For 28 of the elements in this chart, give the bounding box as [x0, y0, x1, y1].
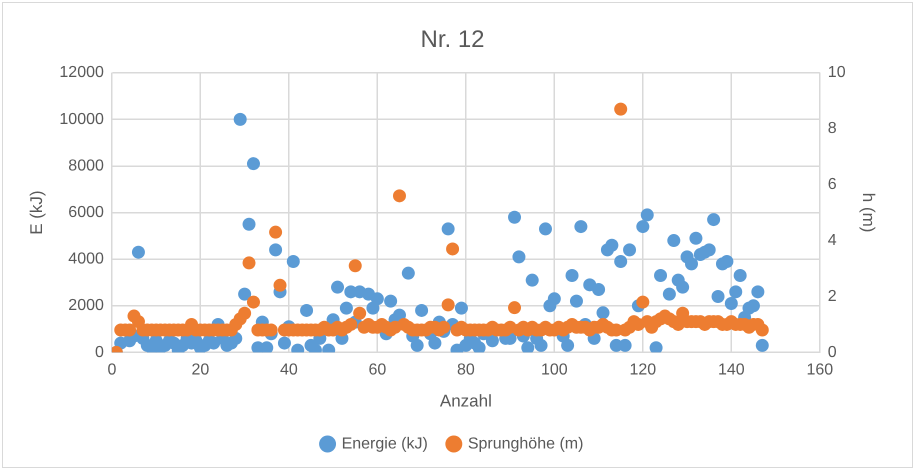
x-tick-label: 100	[540, 361, 568, 378]
y-tick-label: 2000	[68, 297, 104, 314]
x-tick-label: 80	[456, 361, 475, 378]
chart-title: Nr. 12	[420, 26, 485, 54]
x-axis-title: Anzahl	[440, 391, 492, 410]
y-tick-label: 4000	[68, 250, 104, 268]
y2-axis-title: h (m)	[859, 192, 878, 232]
x-tick-label: 20	[191, 361, 210, 378]
y-tick-label: 12000	[59, 64, 104, 82]
y-axis-title: E (kJ)	[26, 190, 46, 235]
x-tick-label: 160	[806, 361, 834, 378]
y2-tick-label: 10	[828, 64, 846, 82]
x-tick-label: 140	[718, 361, 745, 378]
y2-tick-label: 6	[828, 176, 837, 194]
y2-tick-label: 0	[828, 344, 837, 361]
y2-tick-label: 4	[828, 232, 837, 249]
x-tick-label: 120	[629, 361, 656, 378]
y2-tick-label: 2	[828, 288, 837, 305]
y2-tick-label: 8	[828, 120, 837, 138]
x-tick-label: 0	[107, 361, 116, 378]
y-tick-label: 6000	[68, 204, 104, 222]
y-tick-label: 10000	[59, 110, 104, 128]
legend-label: Energie (kJ)	[342, 435, 428, 452]
y-tick-label: 8000	[68, 157, 104, 174]
x-tick-label: 60	[368, 361, 386, 378]
y-tick-label: 0	[94, 344, 104, 361]
x-tick-label: 40	[280, 361, 298, 378]
legend-label: Sprunghöhe (m)	[468, 435, 584, 452]
